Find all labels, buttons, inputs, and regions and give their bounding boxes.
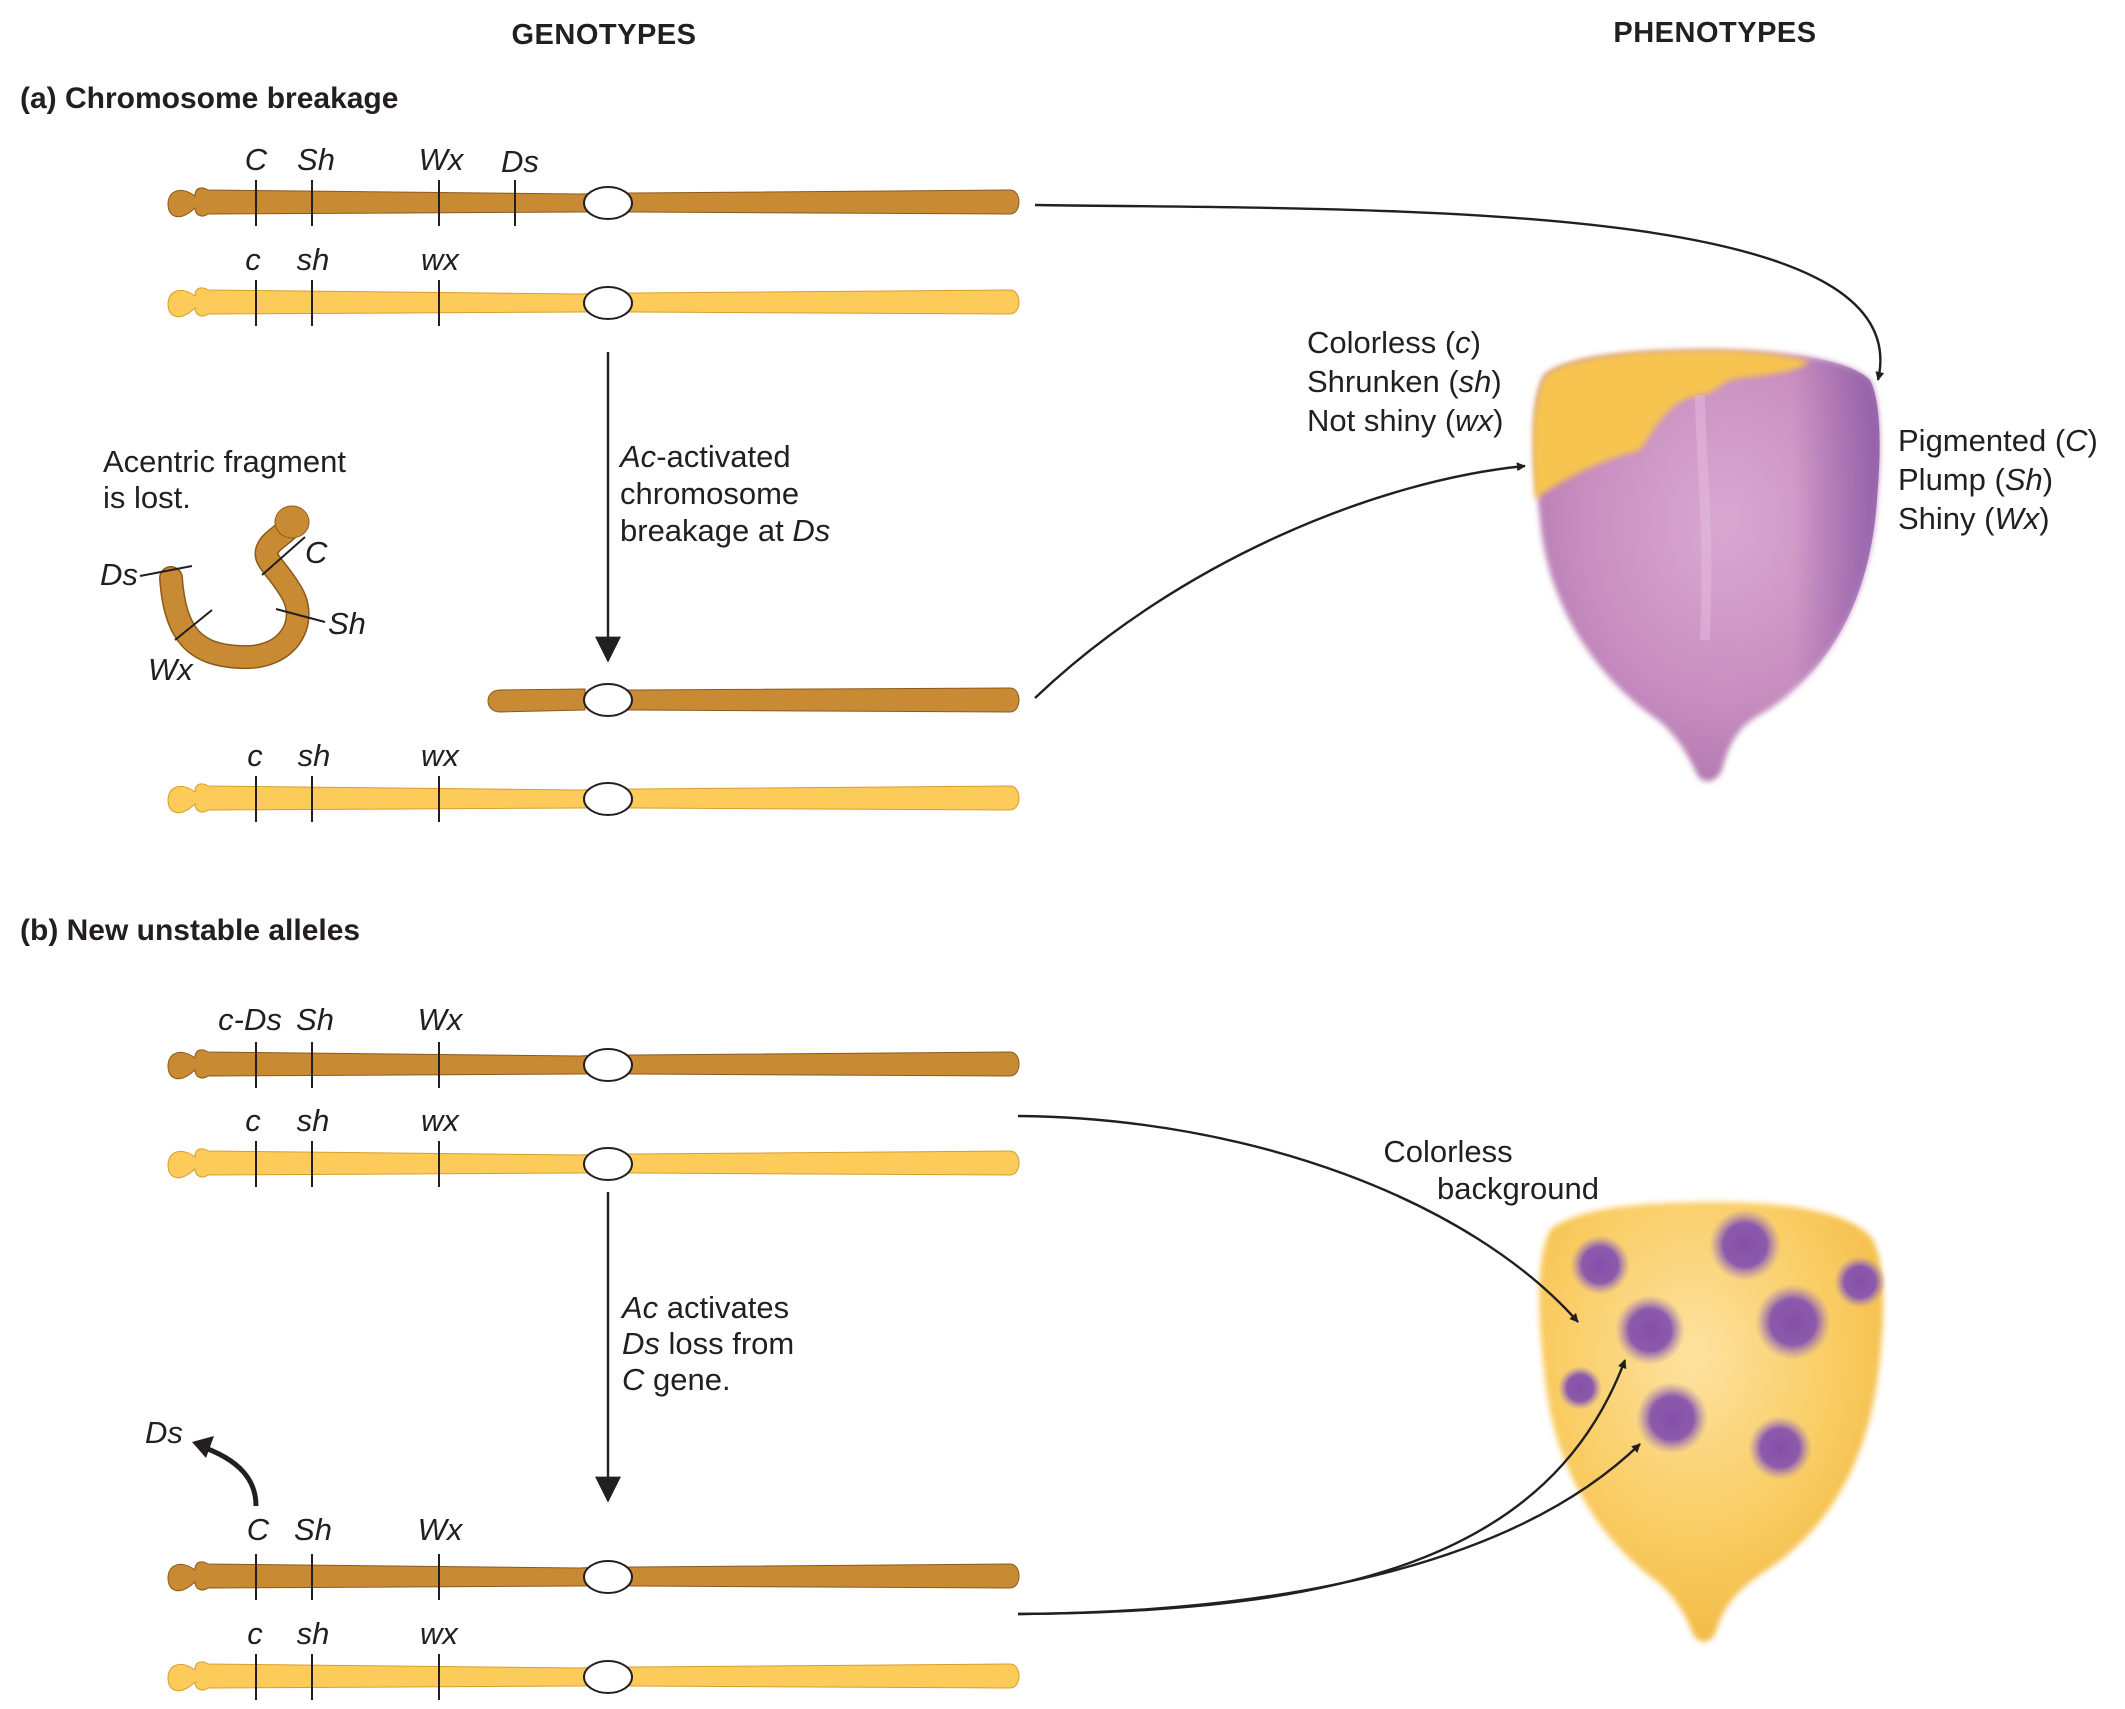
phenotypes-header: PHENOTYPES bbox=[1613, 17, 1816, 49]
gene-label-C: C bbox=[245, 142, 268, 177]
centromere bbox=[583, 683, 633, 717]
kernel-spotted bbox=[1539, 1202, 1886, 1642]
pigmented-phenotype-item: Shiny (Wx) bbox=[1898, 501, 2050, 536]
chromosome-a2-recessive bbox=[167, 280, 1020, 326]
excision-arrowhead bbox=[192, 1436, 214, 1458]
purple-spot bbox=[1558, 1366, 1602, 1410]
gene-label-c: c bbox=[247, 1616, 263, 1651]
gene-label-Wx: Wx bbox=[418, 1512, 464, 1547]
fragment-gene-C: C bbox=[305, 535, 328, 570]
process-text-b-3: C gene. bbox=[622, 1362, 731, 1397]
purple-spot bbox=[1570, 1235, 1630, 1295]
kernel-purple bbox=[1532, 350, 1880, 782]
gene-label-wx: wx bbox=[420, 1616, 459, 1651]
chromosome-b2-recessive bbox=[167, 1141, 1020, 1187]
process-text-a-2: chromosome bbox=[620, 476, 799, 511]
gene-label-sh: sh bbox=[298, 738, 331, 773]
chromosome-b4-recessive bbox=[167, 1654, 1020, 1700]
purple-spot bbox=[1748, 1416, 1812, 1480]
gene-label-Sh: Sh bbox=[294, 1512, 332, 1547]
colorless-phenotype-list: Colorless (c) Shrunken (sh) Not shiny (wx) bbox=[1307, 325, 1503, 438]
centromere bbox=[583, 1147, 633, 1181]
centromere bbox=[583, 782, 633, 816]
chromosome-b1-dominant bbox=[167, 1042, 1020, 1088]
arrow-a-broken-to-kernel bbox=[1034, 462, 1526, 699]
chromosome-a1-dominant bbox=[167, 180, 1020, 226]
gene-label-C: C bbox=[247, 1512, 270, 1547]
gene-label-Wx: Wx bbox=[418, 1002, 464, 1037]
colorless-phenotype-item: Colorless (c) bbox=[1307, 325, 1481, 360]
arrow-b-bottom-to-spot-1 bbox=[1017, 1359, 1627, 1616]
arrow-b-top-to-kernel bbox=[1017, 1114, 1579, 1323]
background-label-2: background bbox=[1437, 1171, 1599, 1206]
process-text-b-2: Ds loss from bbox=[622, 1326, 794, 1361]
centromere bbox=[583, 1660, 633, 1694]
fragment-label-2: is lost. bbox=[103, 480, 191, 515]
process-text-b: Ac activates bbox=[620, 1290, 789, 1325]
gene-label-c-Ds: c-Ds bbox=[218, 1002, 282, 1037]
gene-label-Wx: Wx bbox=[419, 142, 465, 177]
chromosome-a4-recessive bbox=[167, 776, 1020, 822]
gene-label-Sh: Sh bbox=[296, 1002, 334, 1037]
background-label: Colorless bbox=[1383, 1134, 1512, 1169]
gene-label-Ds: Ds bbox=[501, 144, 539, 179]
purple-spot bbox=[1615, 1295, 1685, 1365]
purple-spot bbox=[1636, 1382, 1708, 1454]
purple-spot bbox=[1834, 1256, 1886, 1308]
gene-label-sh: sh bbox=[297, 242, 330, 277]
fragment-gene-Ds: Ds bbox=[100, 557, 138, 592]
arrow-a-top-to-kernel bbox=[1034, 203, 1885, 381]
centromere bbox=[583, 186, 633, 220]
pigmented-phenotype-list: Pigmented (C) Plump (Sh) Shiny (Wx) bbox=[1898, 423, 2098, 536]
chromosome-a3-broken bbox=[487, 683, 1020, 717]
centromere bbox=[583, 286, 633, 320]
process-text-a: Ac-activated bbox=[618, 439, 791, 474]
purple-spot bbox=[1709, 1209, 1781, 1281]
gene-label-sh: sh bbox=[297, 1616, 330, 1651]
gene-label-Sh: Sh bbox=[297, 142, 335, 177]
gene-label-wx: wx bbox=[421, 242, 460, 277]
chromosome-b3-restored bbox=[167, 1554, 1020, 1600]
section-b-title: (b) New unstable alleles bbox=[20, 914, 360, 947]
process-text-a-3: breakage at Ds bbox=[620, 513, 830, 548]
gene-label-sh: sh bbox=[297, 1103, 330, 1138]
colorless-phenotype-item: Not shiny (wx) bbox=[1307, 403, 1503, 438]
pigmented-phenotype-item: Plump (Sh) bbox=[1898, 462, 2053, 497]
fragment-gene-Wx: Wx bbox=[148, 652, 194, 687]
excised-ds-label: Ds bbox=[145, 1415, 183, 1450]
fragment-label: Acentric fragment bbox=[103, 444, 346, 479]
centromere bbox=[583, 1560, 633, 1594]
fragment-gene-Sh: Sh bbox=[328, 606, 366, 641]
genotypes-header: GENOTYPES bbox=[512, 19, 697, 51]
gene-label-wx: wx bbox=[421, 738, 460, 773]
arrow-b-bottom-to-spot-2 bbox=[1017, 1443, 1641, 1616]
gene-label-c: c bbox=[245, 1103, 261, 1138]
pigmented-phenotype-item: Pigmented (C) bbox=[1898, 423, 2098, 458]
centromere bbox=[583, 1048, 633, 1082]
gene-label-c: c bbox=[245, 242, 261, 277]
excision-arrow bbox=[199, 1443, 259, 1507]
gene-label-c: c bbox=[247, 738, 263, 773]
acentric-fragment bbox=[139, 505, 326, 670]
purple-spot bbox=[1755, 1284, 1831, 1360]
gene-label-wx: wx bbox=[421, 1103, 460, 1138]
colorless-phenotype-item: Shrunken (sh) bbox=[1307, 364, 1502, 399]
section-a-title: (a) Chromosome breakage bbox=[20, 82, 398, 115]
